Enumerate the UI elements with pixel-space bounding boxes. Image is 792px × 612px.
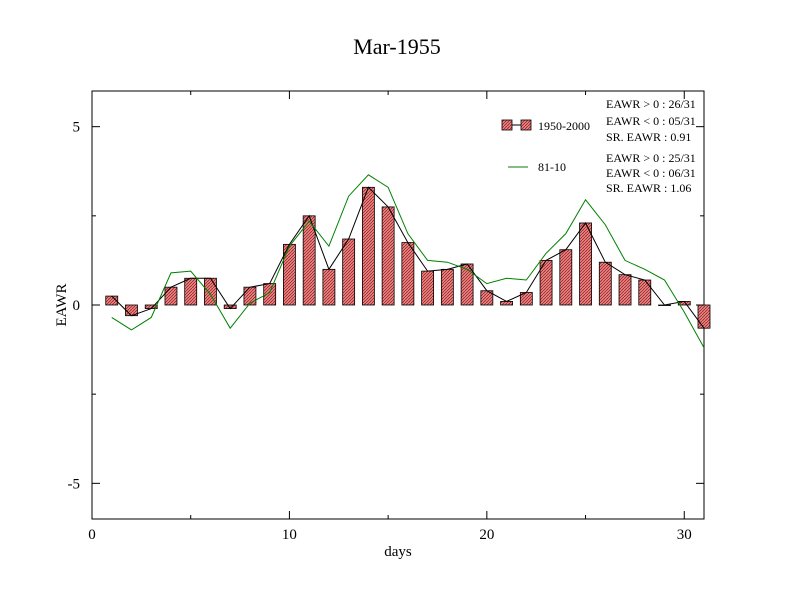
line-series-1950-2000 (111, 186, 705, 329)
bar-day-14 (361, 186, 375, 306)
stat-set2-negative: EAWR < 0 : 06/31 (606, 166, 696, 180)
stat-set1-negative: EAWR < 0 : 05/31 (606, 114, 696, 128)
bar-day-26 (598, 261, 612, 306)
legend-label-81-10: 81-10 (538, 160, 566, 174)
bar-day-4 (164, 286, 178, 306)
x-tick-label-30: 30 (677, 527, 692, 543)
bar-day-25 (579, 222, 592, 306)
bar-series-1950-2000 (105, 186, 711, 329)
x-axis-label: days (384, 544, 412, 560)
y-axis-label: EAWR (54, 284, 70, 327)
bar-day-15 (381, 206, 395, 306)
stat-set1-positive: EAWR > 0 : 26/31 (606, 97, 696, 111)
y-axis-ticks: -5 0 5 (68, 120, 704, 492)
bar-day-12 (322, 268, 336, 306)
stat-set2-sr: SR. EAWR : 1.06 (606, 181, 691, 195)
x-tick-label-10: 10 (282, 527, 297, 543)
bar-day-8 (243, 286, 257, 306)
y-tick-label-5: 5 (73, 120, 81, 136)
bar-day-16 (401, 242, 415, 306)
legend-label-1950-2000: 1950-2000 (538, 119, 590, 133)
bar-day-31 (697, 304, 711, 329)
bar-day-13 (342, 238, 356, 306)
chart-title: Mar-1955 (353, 34, 441, 59)
legend: 1950-2000 81-10 (501, 119, 590, 174)
legend-swatch-bar-right (520, 119, 532, 131)
y-tick-label--5: -5 (68, 476, 81, 492)
bar-day-18 (440, 268, 454, 306)
bar-day-27 (618, 274, 632, 306)
line-series-81-10 (111, 174, 705, 349)
legend-swatch-bar-left (501, 119, 513, 131)
bar-day-28 (638, 279, 652, 306)
bar-day-11 (302, 215, 316, 306)
stats-block: EAWR > 0 : 26/31 EAWR < 0 : 05/31 SR. EA… (606, 97, 696, 195)
bar-day-5 (184, 277, 198, 306)
y-tick-label-0: 0 (73, 298, 81, 314)
bar-day-24 (559, 249, 573, 306)
stat-set1-sr: SR. EAWR : 0.91 (606, 130, 691, 144)
stat-set2-positive: EAWR > 0 : 25/31 (606, 151, 696, 165)
x-tick-label-20: 20 (479, 527, 494, 543)
bar-day-17 (421, 270, 435, 306)
x-tick-label-0: 0 (88, 527, 96, 543)
x-axis-ticks: 0 10 20 30 (88, 91, 692, 543)
